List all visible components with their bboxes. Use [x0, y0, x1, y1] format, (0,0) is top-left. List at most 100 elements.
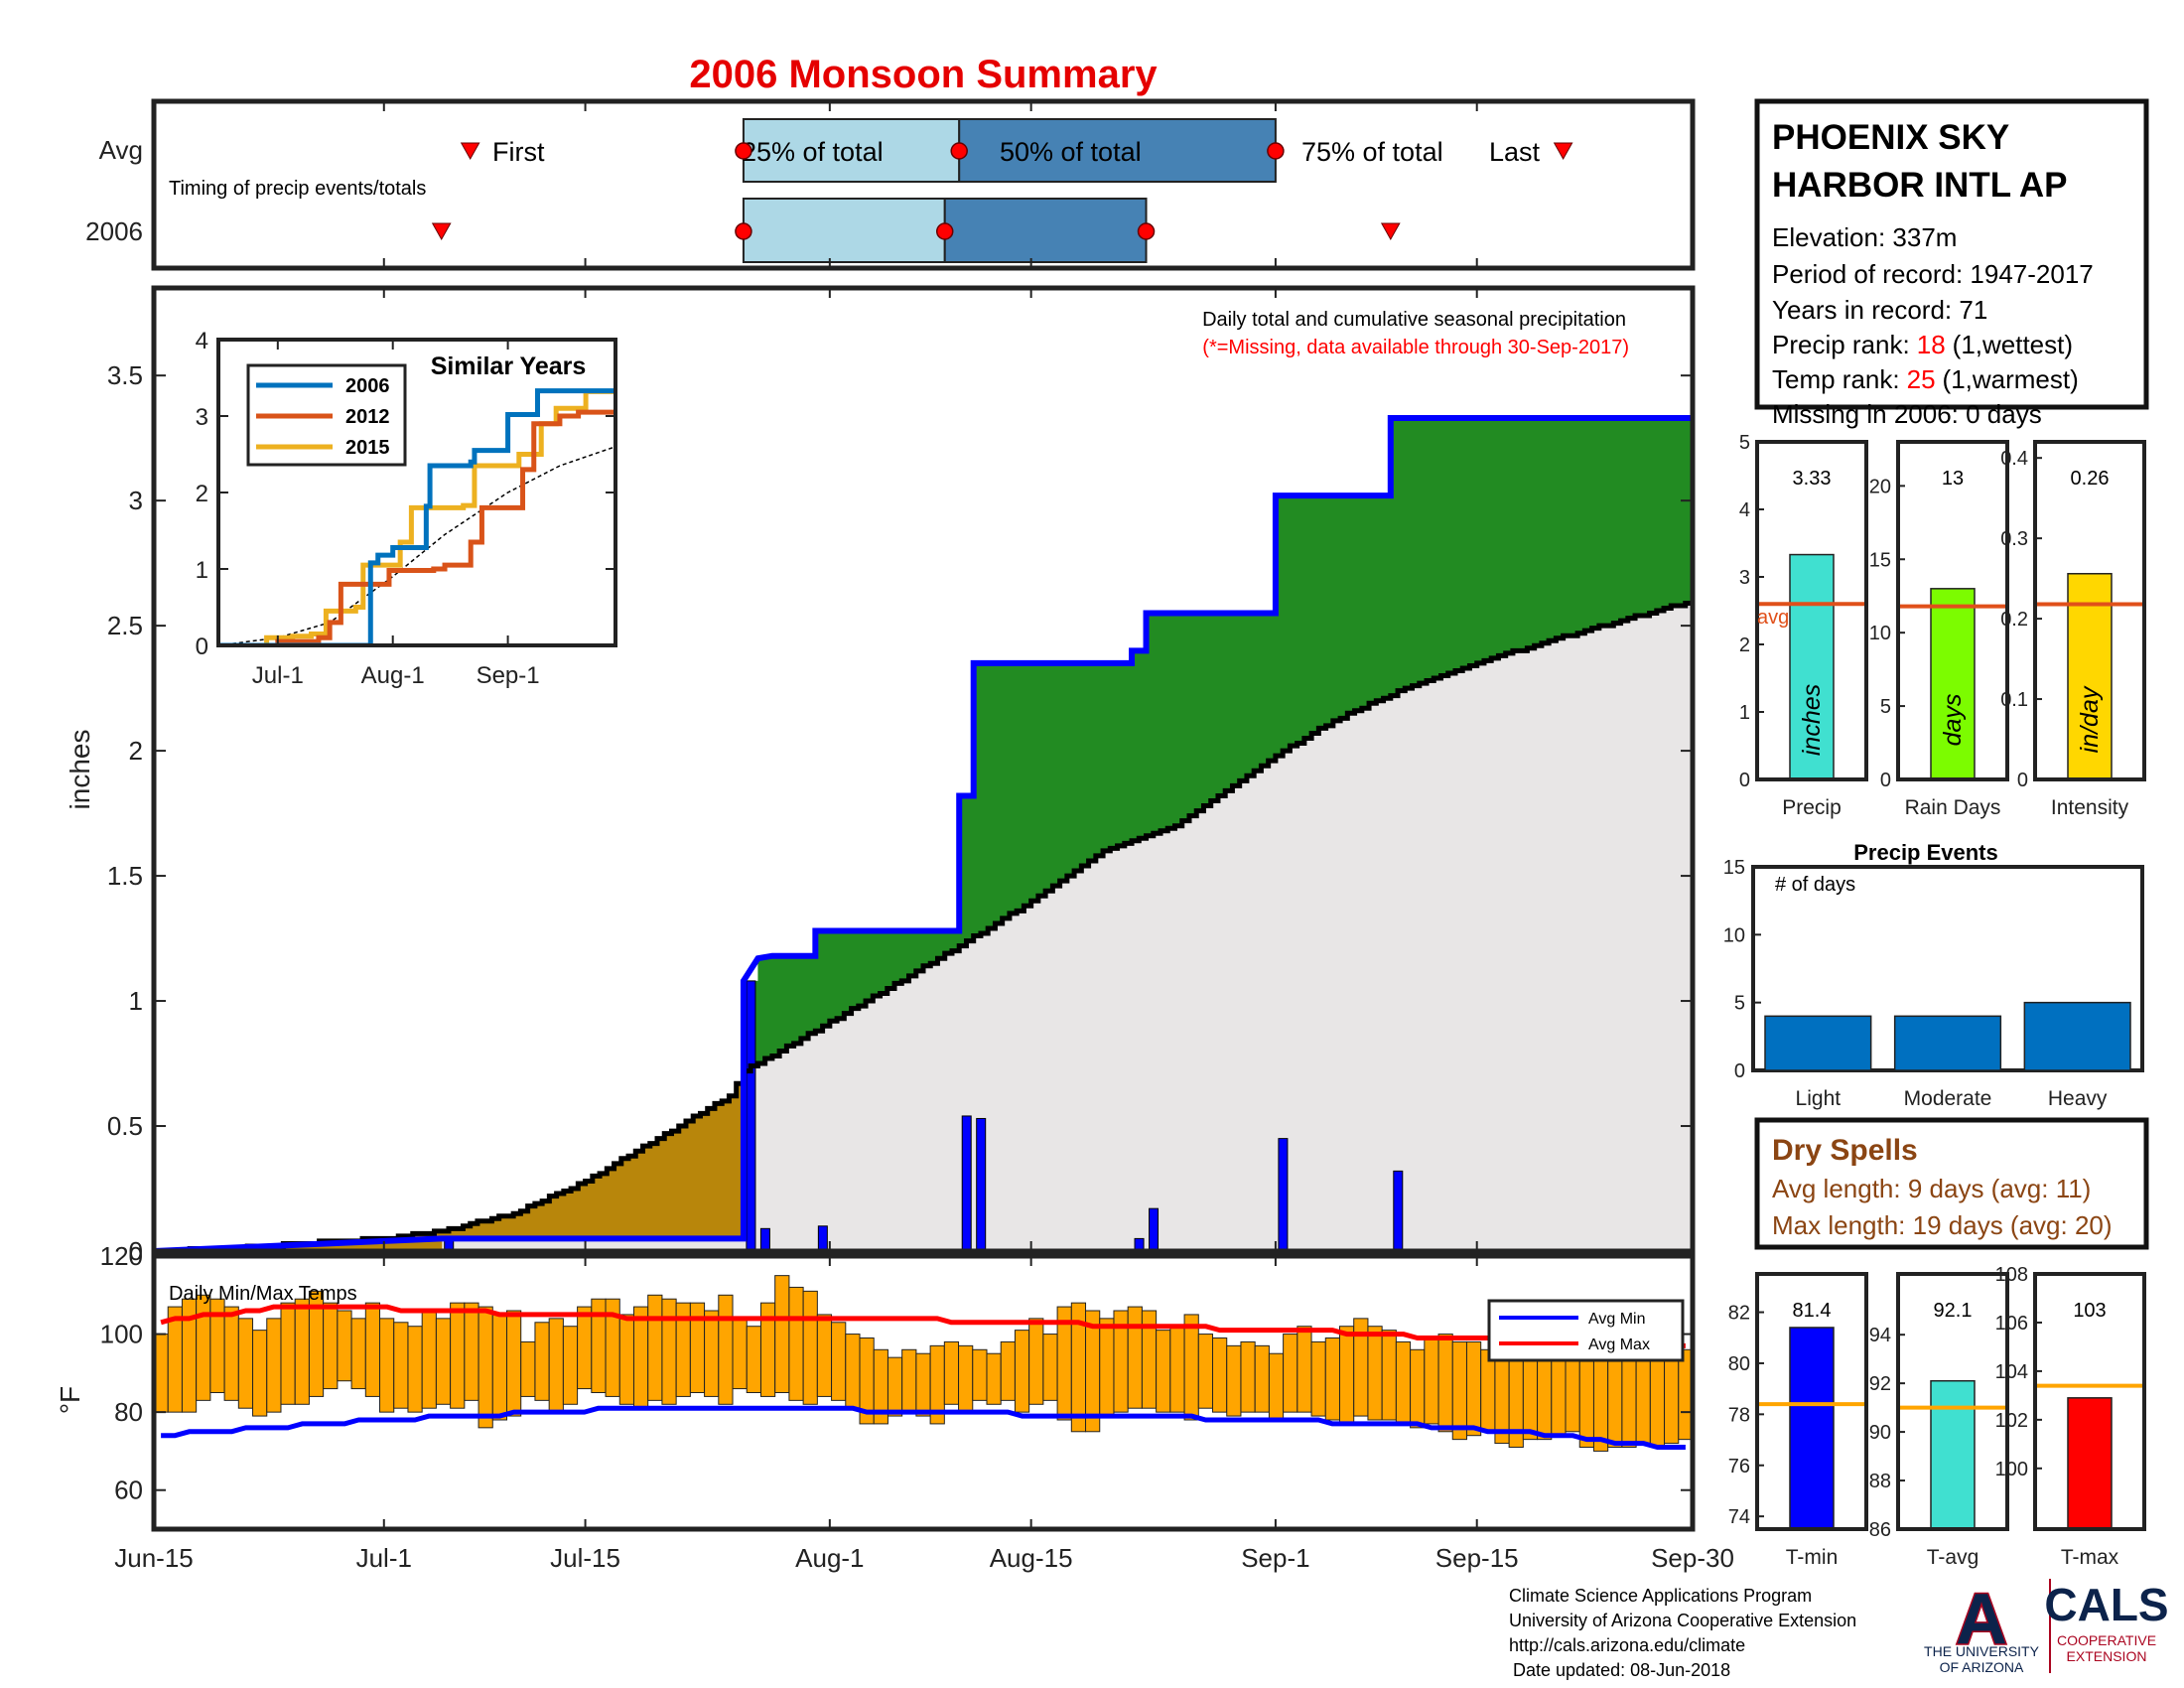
daily-temp-bar — [1042, 1334, 1058, 1401]
daily-temp-bar — [618, 1314, 634, 1405]
daily-temp-bar — [704, 1310, 720, 1397]
daily-temp-bar — [478, 1306, 493, 1429]
precip-tick-label: 2 — [1739, 634, 1750, 656]
cals-logo-text: CALS — [2044, 1579, 2168, 1630]
temps-panel: 60 80 100 120 Daily Min/Max Temps °F Avg Mi… — [55, 1241, 1696, 1532]
ua-logo-line-2: OF ARIZONA — [1940, 1659, 2024, 1675]
precip-tick-label: 2 — [129, 736, 143, 766]
date-tick-label: Jun-15 — [114, 1543, 194, 1573]
daily-temp-bar — [1324, 1337, 1340, 1421]
station-frame — [1754, 98, 2149, 410]
daily-temp-bar — [1367, 1326, 1383, 1421]
tmin-mini-chart: 74 76 78 80 82 81.4 T-min — [1728, 1272, 1868, 1569]
temps-tick-label: 80 — [114, 1397, 143, 1427]
last-label: Last — [1489, 137, 1541, 167]
tmax-tick-label: 108 — [1995, 1264, 2028, 1286]
intensity-value-bar — [2067, 573, 2113, 780]
daily-temp-bar — [520, 1340, 536, 1397]
station-box: PHOENIX SKY HARBOR INTL AP Elevation: 33… — [1754, 98, 2149, 429]
daily-precip-bar — [1393, 1170, 1404, 1251]
intensity-tick-label: 0 — [2017, 770, 2028, 791]
inset-y-tick-label: 0 — [196, 633, 208, 660]
inset-y-tick-label: 2 — [196, 481, 208, 507]
precip-rank-value: 18 — [1917, 330, 1946, 359]
station-name-2: HARBOR INTL AP — [1772, 166, 2068, 205]
events-category-label: Moderate — [1904, 1087, 1992, 1110]
daily-temp-bar — [421, 1310, 437, 1409]
daily-temp-bar — [1297, 1326, 1312, 1413]
daily-precip-bar — [1149, 1207, 1160, 1251]
cals-logo-line-1: COOPERATIVE — [2057, 1632, 2156, 1648]
daily-temp-bar — [491, 1314, 508, 1421]
timing-frame — [151, 98, 1696, 271]
daily-temp-bar — [450, 1302, 466, 1409]
events-title: Precip Events — [1853, 840, 1998, 865]
intensity-unit-label: in/day — [2076, 685, 2104, 753]
intensity-mini-chart: 0 0.1 0.2 0.3 0.4 0.26 Intensity in/day — [2000, 440, 2146, 819]
daily-temp-bar — [1480, 1348, 1496, 1433]
tavg-tick-label: 90 — [1869, 1422, 1891, 1444]
precip-panel: 0 0.5 1 1.5 2 2.5 3 3.5 inches Daily total and … — [65, 285, 1696, 1266]
temp-rank-note: (1,warmest) — [1943, 364, 2079, 394]
daily-temp-bar — [196, 1294, 211, 1401]
timing-event-triangle — [1380, 222, 1401, 241]
intensity-tick-label: 0.2 — [2000, 609, 2028, 631]
temps-legend-label: Avg Min — [1588, 1311, 1646, 1328]
stats-panels: 0 1 2 3 4 5 3.33 Precip inches 0 5 10 15 20 13 Rain Day… — [1739, 432, 2146, 819]
daily-temp-bar — [1424, 1337, 1439, 1425]
date-tick-label: Aug-15 — [990, 1543, 1073, 1573]
temps-frame — [151, 1253, 1696, 1532]
footer-line-3: http://cals.arizona.edu/climate — [1509, 1635, 1745, 1655]
date-tick-label: Jul-1 — [356, 1543, 412, 1573]
inset-legend-label: 2012 — [345, 406, 390, 428]
events-bar — [2023, 1001, 2131, 1071]
daily-temp-bar — [548, 1318, 564, 1413]
daily-temp-bar — [266, 1318, 282, 1413]
daily-temp-bar — [632, 1306, 649, 1409]
events-category-label: Heavy — [2048, 1087, 2108, 1110]
daily-temp-bar — [506, 1310, 522, 1417]
tmax-tick-label: 100 — [1995, 1459, 2028, 1480]
intensity-value-label: 0.26 — [2071, 468, 2110, 490]
precip-mini-chart: 0 1 2 3 4 5 3.33 Precip inches — [1739, 432, 1868, 819]
timing-marker — [1137, 222, 1156, 240]
precip-tick-label: 1 — [1739, 702, 1750, 724]
raindays-tick-label: 0 — [1880, 770, 1891, 791]
tmin-tick-label: 76 — [1728, 1456, 1750, 1477]
intensity-tick-label: 0.3 — [2000, 528, 2028, 550]
average-cumulative-line — [154, 600, 1693, 1251]
dry-title: Dry Spells — [1772, 1134, 1918, 1167]
precip-tick-label: 3.5 — [107, 360, 143, 390]
tmin-tick-label: 80 — [1728, 1353, 1750, 1375]
daily-temp-bar — [1592, 1352, 1609, 1452]
daily-temp-bar — [294, 1298, 310, 1405]
daily-temp-bar — [1240, 1340, 1256, 1413]
temps-tick-label: 120 — [100, 1241, 143, 1271]
daily-temp-bar — [1465, 1340, 1482, 1437]
tavg-tick-label: 88 — [1869, 1471, 1891, 1492]
station-elevation: Elevation: 337m — [1772, 222, 1957, 252]
daily-temp-bar — [323, 1302, 339, 1390]
timing-quarter-1 — [742, 198, 946, 263]
daily-temp-bar — [1607, 1360, 1623, 1448]
timing-event-triangle — [431, 222, 452, 241]
inset-x-tick-label: Aug-1 — [361, 662, 425, 689]
raindays-value-bar — [1930, 588, 1976, 780]
date-tick-label: Jul-15 — [550, 1543, 620, 1573]
inset-series-line — [218, 388, 615, 645]
precip-axis-label: Precip — [1782, 796, 1842, 819]
timing-marker — [1267, 142, 1285, 160]
precip-frame — [151, 285, 1696, 1254]
daily-temp-bar — [1169, 1326, 1185, 1413]
ua-logo-letter: A — [1956, 1580, 2007, 1659]
raindays-value-label: 13 — [1942, 468, 1964, 490]
precip-frame — [1755, 440, 1868, 781]
inset-y-tick-label: 3 — [196, 404, 208, 431]
precip-note: Daily total and cumulative seasonal prec… — [1202, 309, 1626, 331]
daily-temp-bar — [252, 1330, 268, 1417]
below-average-area — [190, 1083, 745, 1251]
precip-tick-label: 0 — [129, 1236, 143, 1266]
tavg-tick-label: 94 — [1869, 1325, 1891, 1346]
cals-logo-line-2: EXTENSION — [2067, 1648, 2147, 1664]
